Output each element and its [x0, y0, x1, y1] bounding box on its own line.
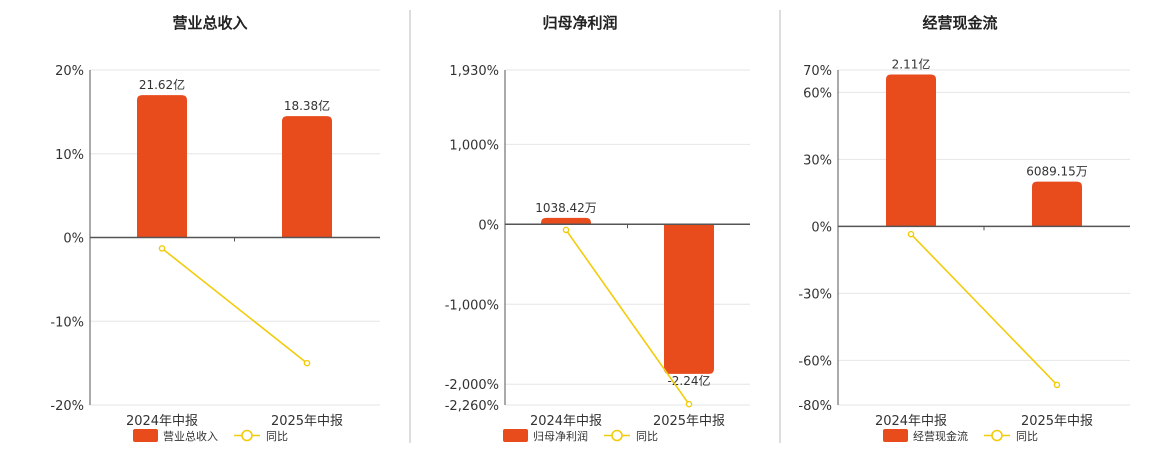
y-tick-label: 60% — [803, 86, 832, 101]
legend-label: 归母净利润 — [533, 429, 588, 443]
bar-data-label: 1038.42万 — [535, 201, 597, 215]
chart-title: 营业总收入 — [172, 14, 247, 32]
x-category-label: 2025年中报 — [271, 414, 343, 429]
y-tick-label: -2,000% — [445, 378, 499, 393]
chart-title: 经营现金流 — [922, 14, 997, 32]
y-tick-label: 30% — [803, 153, 832, 168]
bar — [541, 217, 591, 225]
yoy-line — [565, 229, 690, 405]
legend-swatch-bar — [503, 429, 528, 442]
bar — [282, 116, 332, 238]
legend-swatch-bar — [883, 429, 908, 442]
chart-title: 归母净利润 — [542, 14, 617, 32]
yoy-point — [685, 400, 693, 408]
y-tick-label: -2,260% — [445, 399, 499, 414]
y-tick-label: 1,930% — [449, 64, 499, 79]
bar-data-label: 21.62亿 — [139, 77, 185, 92]
yoy-point — [158, 245, 166, 252]
bar-data-label: -2.24亿 — [667, 373, 710, 388]
y-tick-label: 0% — [811, 220, 832, 235]
bar-data-label: 18.38亿 — [284, 98, 330, 113]
bar — [664, 224, 714, 374]
y-tick-label: 1,000% — [449, 138, 499, 153]
x-category-label: 2025年中报 — [1021, 414, 1093, 429]
legend-swatch-point — [241, 429, 253, 442]
bar — [137, 95, 187, 238]
legend-label: 同比 — [636, 430, 658, 443]
yoy-point — [1053, 381, 1061, 389]
bar — [1032, 181, 1082, 227]
legend-label: 经营现金流 — [913, 429, 968, 443]
y-tick-label: 0% — [478, 218, 499, 233]
bar-data-label: 6089.15万 — [1026, 165, 1088, 179]
bar — [886, 74, 936, 227]
y-tick-label: 10% — [55, 148, 84, 163]
y-tick-label: -20% — [50, 399, 84, 414]
x-category-label: 2024年中报 — [875, 414, 947, 429]
legend-swatch-bar — [133, 429, 158, 442]
legend-label: 同比 — [266, 430, 288, 443]
y-tick-label: 20% — [55, 64, 84, 79]
yoy-line — [161, 247, 308, 364]
y-tick-label: -1,000% — [445, 298, 499, 313]
x-category-label: 2025年中报 — [653, 414, 725, 429]
y-tick-label: -10% — [50, 315, 84, 330]
legend-label: 同比 — [1016, 430, 1038, 443]
y-tick-label: -30% — [798, 287, 832, 302]
bar-data-label: 2.11亿 — [892, 56, 931, 71]
yoy-line — [910, 233, 1058, 386]
y-tick-label: 70% — [803, 64, 832, 79]
x-category-label: 2024年中报 — [126, 414, 198, 429]
legend-swatch-point — [991, 429, 1003, 442]
legend-label: 营业总收入 — [163, 429, 218, 443]
yoy-point — [907, 230, 915, 238]
y-tick-label: -60% — [798, 354, 832, 369]
yoy-point — [303, 359, 311, 367]
y-tick-label: 0% — [63, 232, 84, 247]
legend-swatch-point — [611, 429, 623, 442]
yoy-point — [562, 226, 570, 234]
y-tick-label: -80% — [798, 399, 832, 414]
x-category-label: 2024年中报 — [530, 414, 602, 429]
